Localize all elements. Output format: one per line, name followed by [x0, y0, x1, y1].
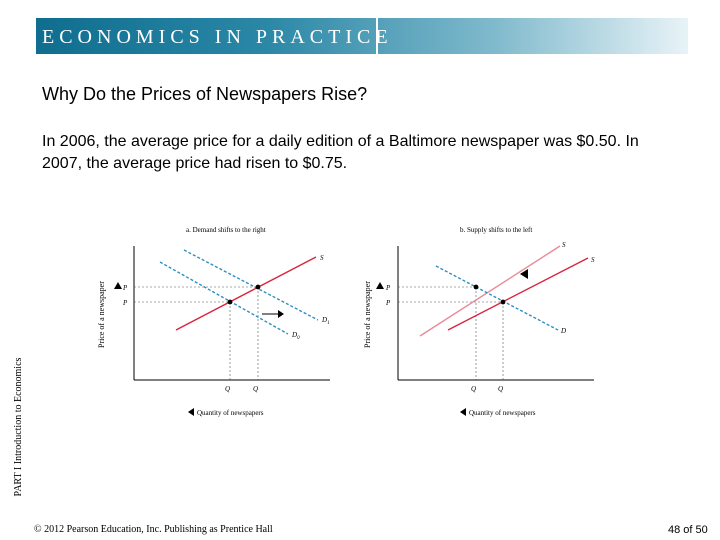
panel-b-equilibrium-0	[500, 299, 506, 305]
panel-b-s0-label: S	[591, 256, 595, 264]
slide-title: Why Do the Prices of Newspapers Rise?	[42, 84, 368, 104]
panel-b-supply-s1-curve	[419, 245, 561, 337]
panel-b-p1-label: P	[385, 284, 391, 292]
panel-a-demand-d0-curve	[159, 261, 289, 335]
panel-a-x-label: Quantity of newspapers	[197, 409, 264, 417]
panel-a-equilibrium-1	[255, 284, 261, 290]
panel-b-title: b. Supply shifts to the left	[460, 226, 532, 234]
panel-b-x-label: Quantity of newspapers	[469, 409, 536, 417]
panel-a-quantity-arrow	[188, 408, 194, 416]
panel-b-shift-arrow	[520, 269, 528, 279]
copyright-footer: © 2012 Pearson Education, Inc. Publishin…	[34, 524, 273, 535]
panel-b: b. Supply shifts to the left Price of a …	[363, 226, 595, 417]
panel-a-p1-label: P	[122, 284, 128, 292]
panel-b-demand-curve	[435, 265, 559, 331]
panel-b-price-up-arrow	[376, 282, 384, 289]
panel-b-q1-label: Q	[471, 385, 476, 393]
header-banner	[36, 18, 688, 54]
panel-b-s1-label: S	[562, 241, 566, 249]
panel-b-equilibrium-1	[473, 284, 479, 290]
panel-a-supply-label: S	[320, 254, 324, 262]
panel-b-supply-s0-curve	[447, 257, 589, 331]
banner-divider	[376, 18, 378, 54]
panel-b-p0-label: P	[385, 299, 391, 307]
panel-b-y-label: Price of a newspaper	[363, 281, 372, 348]
panel-a: a. Demand shifts to the right Price of a…	[97, 226, 330, 417]
slide-body-text: In 2006, the average price for a daily e…	[42, 133, 639, 172]
panel-a-d1-label: D1	[321, 316, 330, 326]
panel-a-equilibrium-0	[227, 299, 233, 305]
panel-a-title: a. Demand shifts to the right	[186, 226, 266, 234]
panel-a-demand-d1-curve	[183, 249, 319, 321]
panel-a-shift-arrow-head	[278, 310, 284, 318]
panel-a-q1-label: Q	[253, 385, 258, 393]
panel-a-d0-label: D0	[291, 331, 300, 341]
panel-a-p0-label: P	[122, 299, 128, 307]
panel-a-price-up-arrow	[114, 282, 122, 289]
panel-b-q0-label: Q	[498, 385, 503, 393]
panel-a-q0-label: Q	[225, 385, 230, 393]
panel-a-y-label: Price of a newspaper	[97, 281, 106, 348]
panel-a-supply-curve	[175, 256, 317, 331]
panel-b-demand-label: D	[560, 327, 566, 335]
page-number: 48 of 50	[668, 524, 708, 536]
banner-title: ECONOMICS IN PRACTICE	[42, 26, 393, 48]
panel-b-quantity-arrow	[460, 408, 466, 416]
